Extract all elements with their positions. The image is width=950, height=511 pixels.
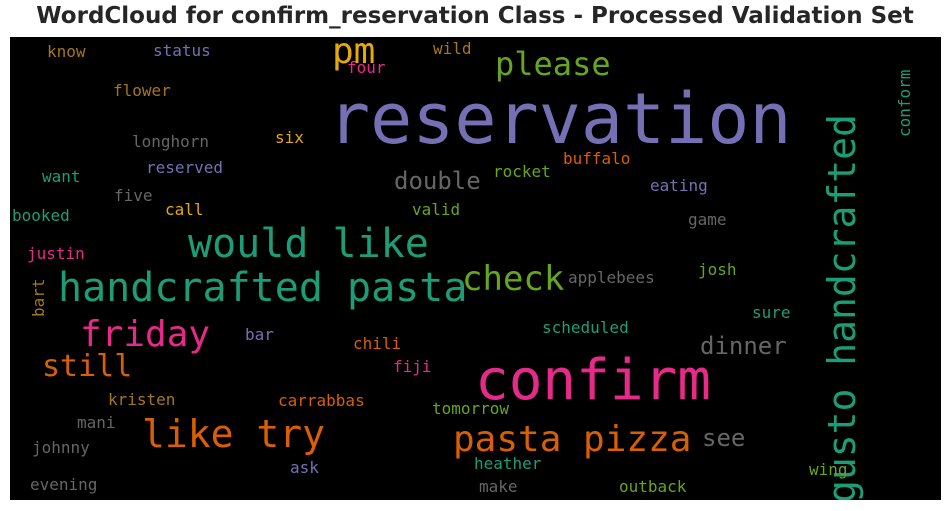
word-double: double: [394, 167, 481, 195]
word-ask: ask: [290, 458, 319, 477]
word-handcrafted-pasta: handcrafted pasta: [58, 265, 467, 311]
word-valid: valid: [412, 200, 460, 219]
word-evening: evening: [30, 475, 97, 494]
word-friday: friday: [80, 314, 210, 355]
word-outback: outback: [619, 477, 687, 496]
word-dinner: dinner: [700, 332, 787, 360]
wordcloud-canvas: reservation confirm handcrafted pasta gusto…: [10, 37, 941, 500]
word-justin: justin: [27, 244, 85, 263]
word-like-try: like try: [142, 412, 325, 456]
word-please: please: [495, 45, 611, 83]
word-booked: booked: [12, 206, 70, 225]
word-chili: chili: [353, 334, 401, 353]
word-reservation: reservation: [328, 78, 792, 160]
word-buffalo: buffalo: [563, 149, 630, 168]
word-game: game: [688, 210, 727, 229]
word-still: still: [42, 349, 132, 384]
word-tomorrow: tomorrow: [432, 399, 509, 418]
word-confirm: confirm: [475, 348, 711, 413]
word-johnny: johnny: [32, 438, 90, 457]
word-status: status: [153, 41, 211, 60]
word-scheduled: scheduled: [542, 318, 629, 337]
word-heather: heather: [474, 454, 542, 473]
word-sure: sure: [752, 303, 791, 322]
word-rocket: rocket: [493, 162, 551, 181]
word-wing: wing: [809, 460, 848, 479]
word-bar: bar: [245, 325, 274, 344]
word-longhorn: longhorn: [132, 132, 209, 151]
word-would-like: would like: [188, 221, 429, 267]
word-applebees: applebees: [568, 268, 655, 287]
word-pasta-pizza: pasta pizza: [453, 419, 691, 460]
word-make: make: [479, 477, 518, 496]
word-flower: flower: [113, 81, 171, 100]
word-reserved: reserved: [146, 158, 223, 177]
word-know: know: [47, 42, 86, 61]
word-kristen: kristen: [108, 390, 175, 409]
word-five: five: [114, 186, 153, 205]
word-call: call: [165, 200, 204, 219]
word-want: want: [42, 167, 81, 186]
word-carrabbas: carrabbas: [278, 391, 365, 410]
word-four: four: [347, 58, 386, 77]
word-josh: josh: [698, 260, 737, 279]
word-see: see: [702, 424, 745, 452]
word-conform: conform: [895, 70, 914, 137]
word-six: six: [275, 128, 304, 147]
word-check: check: [462, 259, 564, 299]
word-bart: bart: [29, 278, 48, 317]
word-fiji: fiji: [393, 357, 432, 376]
word-wild: wild: [433, 39, 472, 58]
chart-title: WordCloud for confirm_reservation Class …: [36, 3, 914, 29]
word-mani: mani: [77, 413, 116, 432]
word-gusto-handcrafted: gusto handcrafted: [820, 114, 864, 500]
word-eating: eating: [650, 176, 708, 195]
word-pm: pm: [332, 37, 375, 72]
